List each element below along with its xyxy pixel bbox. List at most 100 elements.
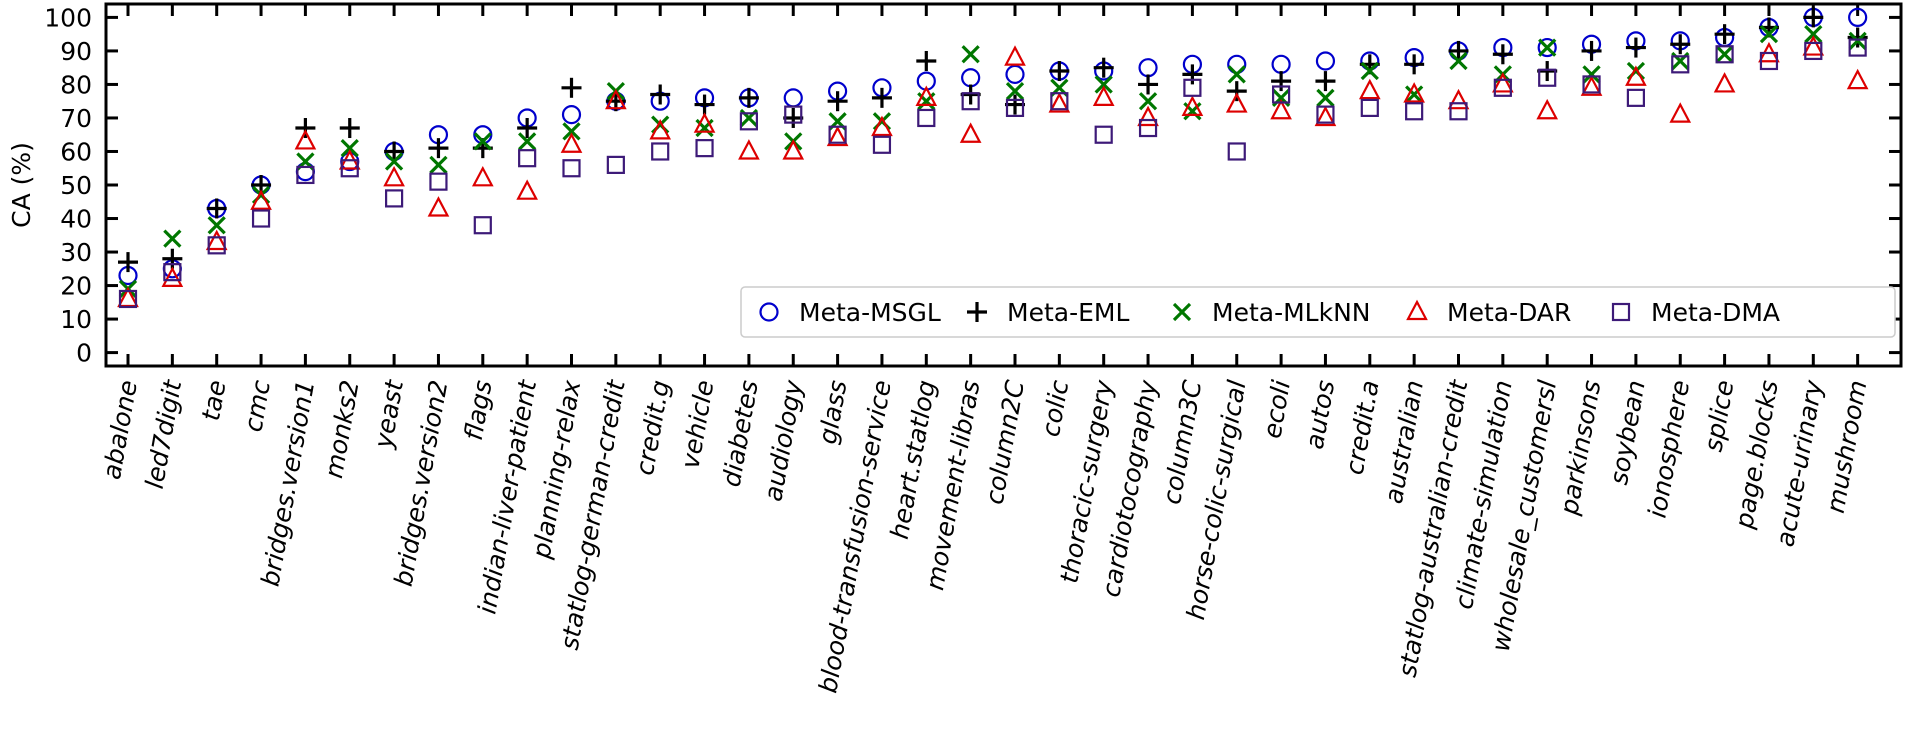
data-point xyxy=(384,152,404,171)
data-point xyxy=(1405,85,1424,104)
x-tick-label: parkinsons xyxy=(1554,378,1606,518)
data-point xyxy=(517,118,538,139)
data-point xyxy=(695,118,714,138)
data-point xyxy=(163,263,182,282)
data-point xyxy=(1181,95,1204,117)
data-point xyxy=(1625,37,1646,58)
data-point xyxy=(1092,85,1115,106)
data-point xyxy=(959,122,982,143)
x-b xyxy=(340,138,359,158)
x-b xyxy=(1172,302,1192,322)
data-point xyxy=(1005,82,1025,101)
legend-label: Meta-MSGL xyxy=(799,298,941,327)
x-tick-label: audiology xyxy=(758,377,808,504)
data-point xyxy=(1536,98,1559,120)
series-meta-mlknn xyxy=(118,25,1867,299)
series-meta-eml xyxy=(118,7,1868,273)
data-point xyxy=(1316,105,1335,124)
y-tick-label: 90 xyxy=(60,37,92,66)
data-point xyxy=(1227,65,1246,84)
data-point xyxy=(915,85,938,106)
data-point xyxy=(1847,27,1868,48)
data-point xyxy=(296,165,315,185)
series-meta-msgl xyxy=(118,7,1868,286)
data-point xyxy=(916,50,937,71)
data-point xyxy=(1137,105,1159,127)
data-point xyxy=(1802,35,1825,56)
data-point xyxy=(473,132,492,151)
data-point xyxy=(1048,92,1071,113)
data-point xyxy=(1005,94,1025,115)
legend-marker xyxy=(1406,299,1428,321)
x-b xyxy=(163,229,182,248)
data-point xyxy=(693,112,716,133)
x-tick-label: vehicle xyxy=(675,378,719,471)
data-point xyxy=(1671,55,1690,74)
data-point xyxy=(784,105,803,124)
data-point xyxy=(1093,57,1114,78)
data-point xyxy=(1315,51,1336,71)
x-b xyxy=(1138,92,1158,111)
x-tick-label: credit.a xyxy=(1340,378,1385,477)
data-point xyxy=(1581,40,1602,61)
data-point xyxy=(1715,45,1734,64)
data-point xyxy=(427,196,450,217)
y-axis: 0 10 20 30 40 50 60 70 80 90 100 xyxy=(44,3,1901,368)
data-point xyxy=(1582,65,1601,84)
y-tick-label: 30 xyxy=(60,238,92,267)
data-point xyxy=(961,92,980,111)
y-tick-label: 60 xyxy=(60,137,92,166)
data-point xyxy=(606,155,625,174)
data-point xyxy=(118,252,138,273)
x-tick-label: column3C xyxy=(1157,377,1207,506)
series-meta-dar xyxy=(117,35,1869,308)
data-point xyxy=(1449,51,1468,71)
data-point xyxy=(250,189,272,210)
data-point xyxy=(694,94,715,115)
x-b xyxy=(518,132,537,151)
data-point xyxy=(1227,142,1246,161)
data-point xyxy=(651,142,670,161)
legend-label: Meta-DAR xyxy=(1447,298,1571,327)
data-point xyxy=(1182,64,1203,85)
x-tick-label: ecoli xyxy=(1257,378,1296,441)
data-point xyxy=(871,115,893,137)
data-point xyxy=(917,92,936,111)
x-tick-label: flags xyxy=(459,378,498,442)
legend-marker xyxy=(759,302,779,322)
data-point xyxy=(1094,75,1113,94)
x-tick-label: diabetes xyxy=(717,378,764,489)
data-markers xyxy=(117,7,1869,309)
data-point xyxy=(340,159,359,178)
data-point xyxy=(251,209,271,228)
y-tick-label: 100 xyxy=(44,3,92,32)
data-point xyxy=(1226,81,1247,102)
series-meta-dma xyxy=(118,38,1867,309)
data-point xyxy=(1271,71,1292,92)
x-b xyxy=(1804,25,1823,44)
data-point xyxy=(1271,54,1291,74)
data-point xyxy=(1447,88,1470,110)
legend-box xyxy=(740,286,1896,338)
x-tick-label: column2C xyxy=(980,377,1030,506)
data-point xyxy=(1005,98,1025,118)
x-b xyxy=(1538,38,1557,57)
data-point xyxy=(471,165,494,187)
legend-marker xyxy=(1611,302,1631,322)
data-point xyxy=(118,289,138,309)
data-point xyxy=(562,122,581,141)
data-point xyxy=(1225,92,1248,113)
data-point xyxy=(1358,78,1381,100)
x-b xyxy=(473,132,492,151)
data-point xyxy=(1004,45,1026,66)
x-tick-label: led7digit xyxy=(140,377,188,491)
y-tick-label: 0 xyxy=(76,339,92,368)
x-tick-label: splice xyxy=(1698,378,1739,454)
data-point xyxy=(516,179,538,200)
data-point xyxy=(1848,38,1867,57)
legend-marker xyxy=(967,302,987,322)
data-point xyxy=(961,68,981,88)
data-point xyxy=(738,139,760,160)
data-point xyxy=(1492,44,1513,65)
